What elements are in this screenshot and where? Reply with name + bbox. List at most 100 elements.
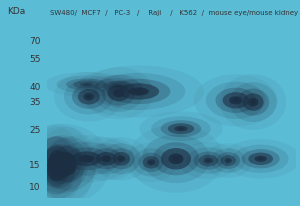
Ellipse shape xyxy=(194,152,223,170)
Ellipse shape xyxy=(118,83,159,100)
Ellipse shape xyxy=(108,148,135,169)
Text: 55: 55 xyxy=(29,55,40,64)
Ellipse shape xyxy=(187,147,230,174)
Ellipse shape xyxy=(15,124,111,204)
Ellipse shape xyxy=(84,67,154,119)
Text: 35: 35 xyxy=(29,98,40,107)
Ellipse shape xyxy=(52,142,121,176)
Text: 15: 15 xyxy=(29,161,40,170)
Ellipse shape xyxy=(242,149,280,169)
Ellipse shape xyxy=(61,158,71,170)
Ellipse shape xyxy=(44,154,69,187)
Ellipse shape xyxy=(92,73,185,110)
Text: SW480/  MCF7  /   PC-3   /    Raji    /   K562  /  mouse eye/mouse kidney: SW480/ MCF7 / PC-3 / Raji / K562 / mouse… xyxy=(50,11,298,16)
Ellipse shape xyxy=(119,157,123,160)
Ellipse shape xyxy=(107,79,170,104)
Ellipse shape xyxy=(21,124,94,206)
Ellipse shape xyxy=(243,93,264,111)
Ellipse shape xyxy=(178,128,184,130)
Ellipse shape xyxy=(55,168,58,173)
Ellipse shape xyxy=(232,145,289,173)
Ellipse shape xyxy=(52,155,60,166)
Ellipse shape xyxy=(54,72,124,122)
Ellipse shape xyxy=(178,142,239,179)
Text: 70: 70 xyxy=(29,37,40,46)
Ellipse shape xyxy=(204,158,213,164)
Ellipse shape xyxy=(116,91,121,95)
Ellipse shape xyxy=(73,81,100,88)
Ellipse shape xyxy=(48,151,78,177)
Ellipse shape xyxy=(204,143,253,178)
Ellipse shape xyxy=(63,147,110,170)
Ellipse shape xyxy=(49,150,64,171)
Ellipse shape xyxy=(55,158,58,163)
Ellipse shape xyxy=(101,143,141,174)
Ellipse shape xyxy=(194,74,278,126)
Ellipse shape xyxy=(83,83,89,85)
Ellipse shape xyxy=(248,153,273,165)
Ellipse shape xyxy=(52,161,64,174)
Ellipse shape xyxy=(151,116,211,141)
Ellipse shape xyxy=(254,156,267,162)
Ellipse shape xyxy=(199,155,218,166)
Ellipse shape xyxy=(116,85,121,87)
Ellipse shape xyxy=(78,89,100,105)
Ellipse shape xyxy=(237,89,269,116)
Ellipse shape xyxy=(142,135,210,183)
Ellipse shape xyxy=(79,155,94,163)
Ellipse shape xyxy=(103,81,135,92)
Ellipse shape xyxy=(57,152,76,176)
Ellipse shape xyxy=(36,127,97,201)
Ellipse shape xyxy=(132,148,170,177)
Ellipse shape xyxy=(251,100,256,104)
Text: KDa: KDa xyxy=(8,7,26,16)
Ellipse shape xyxy=(66,78,107,90)
Ellipse shape xyxy=(233,98,239,102)
Ellipse shape xyxy=(93,137,149,180)
Ellipse shape xyxy=(172,156,179,161)
Ellipse shape xyxy=(102,81,136,106)
Ellipse shape xyxy=(258,157,263,160)
Ellipse shape xyxy=(108,83,129,90)
Ellipse shape xyxy=(96,152,117,166)
Text: 10: 10 xyxy=(29,183,40,192)
Ellipse shape xyxy=(221,139,300,179)
Ellipse shape xyxy=(94,75,144,112)
Ellipse shape xyxy=(52,146,81,182)
Ellipse shape xyxy=(224,158,232,163)
Ellipse shape xyxy=(143,156,159,169)
Ellipse shape xyxy=(149,161,153,164)
Ellipse shape xyxy=(83,157,90,160)
Ellipse shape xyxy=(45,144,68,177)
Ellipse shape xyxy=(28,135,97,193)
Ellipse shape xyxy=(30,136,82,204)
Ellipse shape xyxy=(125,143,177,182)
Ellipse shape xyxy=(226,159,230,162)
Ellipse shape xyxy=(112,152,130,166)
Ellipse shape xyxy=(64,162,69,167)
Ellipse shape xyxy=(86,95,91,98)
Ellipse shape xyxy=(230,82,277,122)
Ellipse shape xyxy=(39,136,74,185)
Ellipse shape xyxy=(85,75,152,97)
Ellipse shape xyxy=(72,85,106,109)
Ellipse shape xyxy=(83,93,94,101)
Ellipse shape xyxy=(46,154,69,181)
Ellipse shape xyxy=(220,155,236,166)
Ellipse shape xyxy=(139,111,223,146)
Ellipse shape xyxy=(32,137,84,199)
Ellipse shape xyxy=(55,158,70,170)
Ellipse shape xyxy=(64,79,114,115)
Ellipse shape xyxy=(113,89,124,97)
Ellipse shape xyxy=(248,98,258,107)
Ellipse shape xyxy=(95,78,142,94)
Ellipse shape xyxy=(38,146,75,195)
Ellipse shape xyxy=(39,145,86,184)
Ellipse shape xyxy=(128,125,224,193)
Ellipse shape xyxy=(101,155,112,162)
Ellipse shape xyxy=(220,74,286,130)
Ellipse shape xyxy=(52,165,61,176)
Ellipse shape xyxy=(45,138,88,191)
Ellipse shape xyxy=(206,159,211,162)
Ellipse shape xyxy=(206,82,266,119)
